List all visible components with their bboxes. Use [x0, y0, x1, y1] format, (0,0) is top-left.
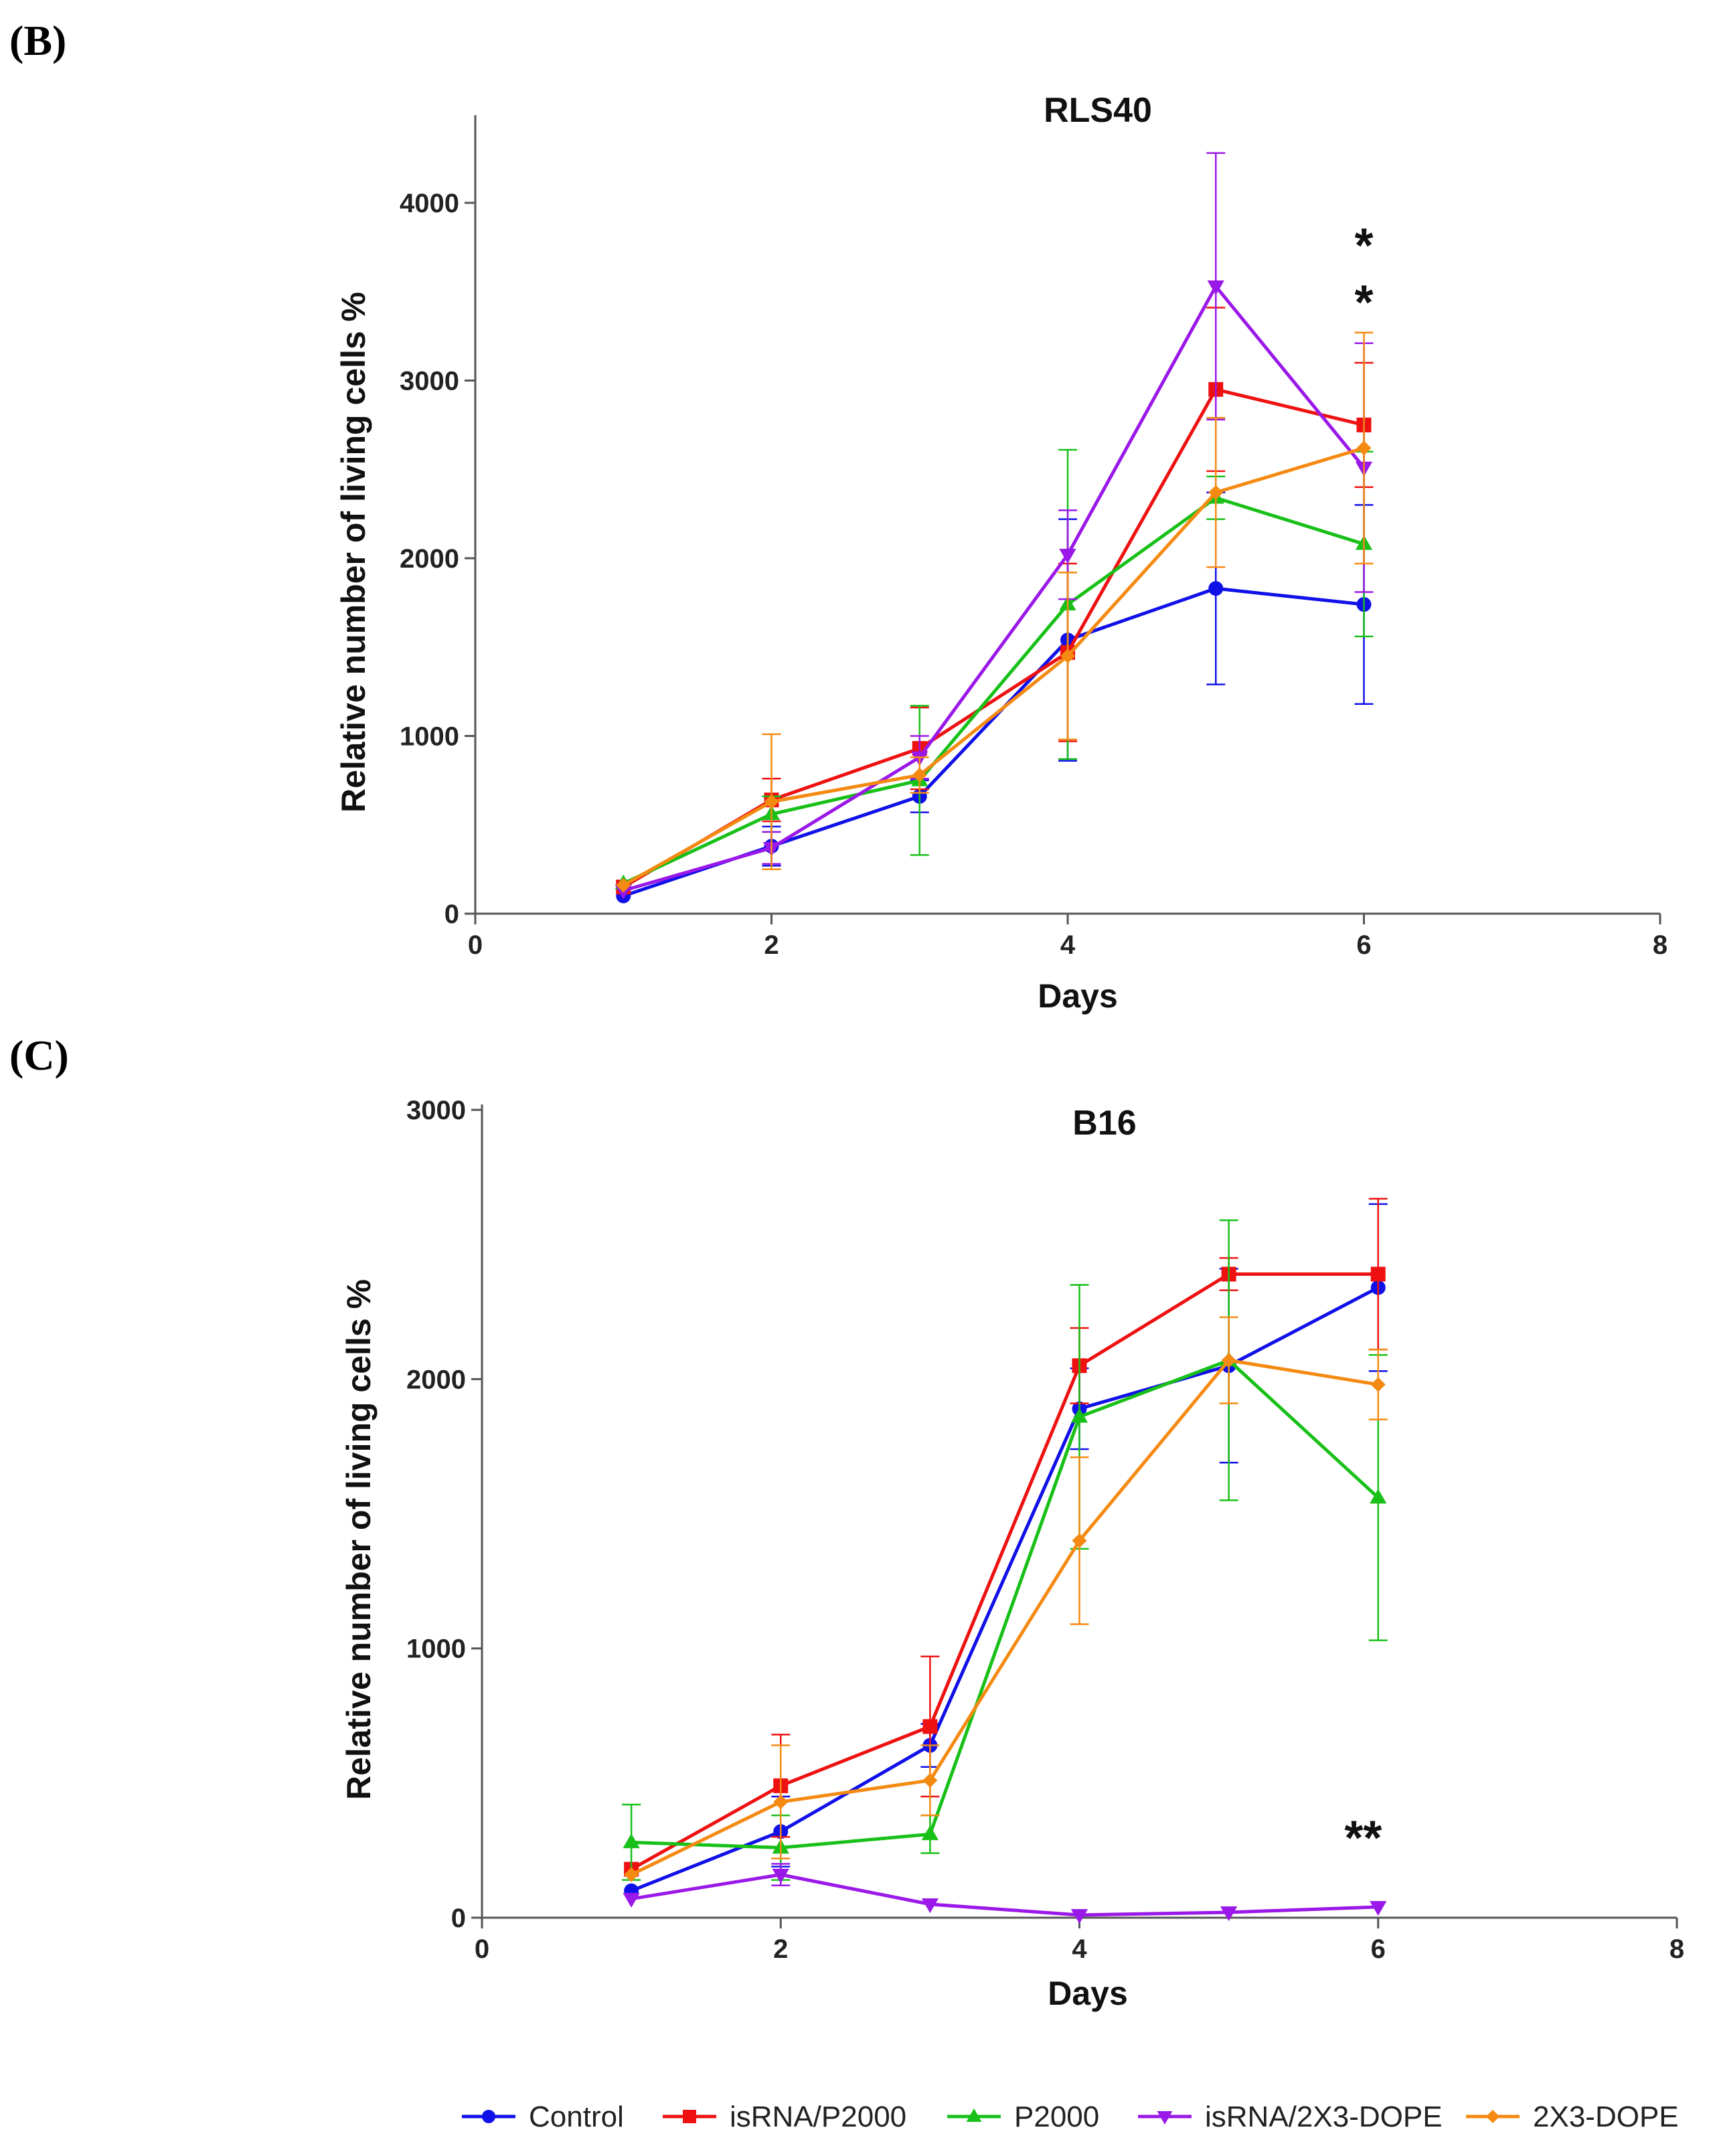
- series-line: [623, 284, 1366, 892]
- legend-marker: [1486, 2110, 1499, 2123]
- series-line: [631, 1358, 1379, 1876]
- series-line: [631, 1358, 1380, 1849]
- data-point: [1370, 1266, 1386, 1282]
- chart-title: B16: [1072, 1104, 1136, 1143]
- chart-rls40: RLS40 Days Relative number of living cel…: [335, 91, 1667, 1015]
- data-point: [616, 878, 631, 893]
- series-line: [631, 1873, 1378, 1917]
- legend-marker: [683, 2110, 696, 2123]
- data-point: [1059, 548, 1076, 564]
- data-point: [1070, 1408, 1088, 1423]
- chart-title: RLS40: [1044, 91, 1152, 130]
- series-line: [630, 1272, 1378, 1871]
- x-tick-label: 8: [1653, 930, 1667, 960]
- series-line: [623, 586, 1364, 898]
- data-point: [1370, 1377, 1386, 1392]
- series-isrna-2x3-dope: [623, 1863, 1387, 1924]
- legend-item-p2000: P2000: [947, 2100, 1099, 2133]
- data-point: [921, 1825, 939, 1841]
- legend-label: Control: [529, 2100, 624, 2133]
- legend-item-control: Control: [462, 2100, 624, 2133]
- data-point: [922, 1719, 938, 1734]
- plot-area: 0 1000 2000 3000 0 2 4 6 8 **: [406, 1096, 1684, 1964]
- legend-marker: [1157, 2111, 1173, 2125]
- data-point: [1220, 1906, 1238, 1922]
- y-axis-label: Relative number of living cells %: [335, 292, 372, 813]
- legend-marker: [482, 2110, 495, 2123]
- series-control: [624, 1203, 1388, 1898]
- data-point: [623, 1833, 640, 1849]
- data-point: [1060, 649, 1075, 664]
- data-point: [1370, 1489, 1387, 1504]
- x-axis-label: Days: [1048, 1975, 1128, 2012]
- legend-label: isRNA/2X3-DOPE: [1205, 2100, 1443, 2133]
- series-2x3-dope: [616, 331, 1374, 893]
- y-tick-label: 0: [451, 1904, 466, 1933]
- data-point: [1072, 1533, 1087, 1548]
- series-line: [631, 1286, 1379, 1893]
- data-point: [1370, 1901, 1387, 1916]
- plot-area: 0 1000 2000 3000 4000 0 2 4 6 8 **: [400, 115, 1667, 960]
- data-point: [1070, 1909, 1088, 1924]
- y-tick-label: 1000: [406, 1635, 466, 1664]
- data-point: [921, 1898, 939, 1914]
- y-tick-label: 3000: [406, 1096, 466, 1125]
- y-axis-label: Relative number of living cells %: [340, 1279, 378, 1800]
- series-line: [623, 496, 1365, 886]
- y-tick-label: 2000: [400, 544, 459, 574]
- series-line: [623, 446, 1365, 887]
- x-tick-label: 8: [1670, 1934, 1684, 1964]
- series-isrna-p2000: [616, 307, 1374, 895]
- data-point: [764, 794, 779, 809]
- legend-item-2x3-dope: 2X3-DOPE: [1466, 2100, 1679, 2133]
- legend-label: P2000: [1014, 2100, 1099, 2133]
- data-point: [1207, 280, 1224, 295]
- legend: Control isRNA/P2000 P2000 isRNA/2X3-DOPE 2X3…: [462, 2100, 1679, 2133]
- x-axis-label: Days: [1038, 977, 1118, 1015]
- y-tick-label: 2000: [406, 1365, 466, 1394]
- series-line: [622, 388, 1365, 889]
- x-tick-label: 4: [1072, 1934, 1087, 1964]
- data-point: [623, 1893, 640, 1908]
- data-point: [772, 1868, 789, 1884]
- significance-annotation: *: [1354, 219, 1373, 272]
- y-tick-label: 1000: [400, 722, 459, 752]
- y-tick-label: 3000: [400, 367, 459, 396]
- x-tick-label: 2: [764, 930, 779, 960]
- y-tick-label: 4000: [400, 189, 459, 218]
- data-point: [1208, 485, 1224, 500]
- panel-label-b: (B): [9, 17, 66, 64]
- x-tick-label: 6: [1356, 930, 1371, 960]
- legend-item-isrna-2x3-dope: isRNA/2X3-DOPE: [1138, 2100, 1443, 2133]
- series-isrna-2x3-dope: [615, 152, 1374, 900]
- data-point: [624, 1867, 639, 1882]
- x-tick-label: 0: [475, 1934, 489, 1964]
- legend-label: isRNA/P2000: [730, 2100, 906, 2133]
- data-point: [922, 1772, 938, 1788]
- x-tick-label: 6: [1371, 1934, 1386, 1964]
- panel-label-c: (C): [9, 1031, 69, 1079]
- data-point: [1208, 581, 1224, 596]
- chart-b16: B16 Days Relative number of living cells…: [340, 1096, 1684, 2012]
- legend-label: 2X3-DOPE: [1533, 2100, 1679, 2133]
- data-point: [1356, 440, 1372, 456]
- data-point: [1221, 1353, 1236, 1368]
- x-tick-label: 0: [468, 930, 483, 960]
- x-tick-label: 4: [1060, 930, 1076, 960]
- y-tick-label: 0: [444, 900, 459, 929]
- legend-marker: [966, 2108, 982, 2122]
- significance-annotation: **: [1344, 1811, 1382, 1865]
- data-point: [773, 1795, 789, 1810]
- series-isrna-p2000: [624, 1197, 1388, 1877]
- data-point: [912, 767, 927, 782]
- series-2x3-dope: [624, 1316, 1388, 1882]
- legend-item-isrna-p2000: isRNA/P2000: [663, 2100, 906, 2133]
- significance-annotation: *: [1354, 276, 1373, 329]
- x-tick-label: 2: [773, 1934, 788, 1964]
